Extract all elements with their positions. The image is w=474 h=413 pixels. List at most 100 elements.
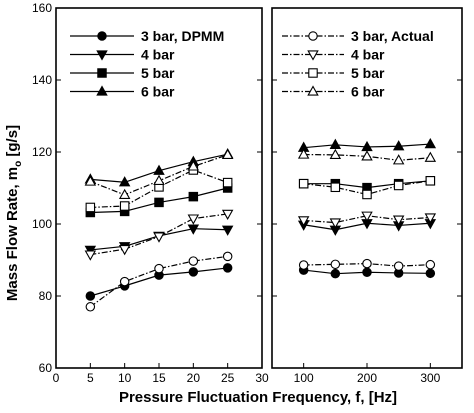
y-axis-title-main: Mass Flow Rate, m: [4, 167, 21, 301]
legend-label: 3 bar, Actual: [351, 28, 434, 44]
right-panel-legend: 3 bar, Actual 4 bar 5 bar 6 bar: [282, 28, 434, 100]
right-panel-series-6: [297, 211, 437, 229]
left-panel-x-tick-label: 25: [221, 371, 235, 385]
left-panel-data-point: [222, 263, 233, 273]
right-panel-data-point: [330, 268, 341, 279]
right-panel-data-point: [393, 180, 404, 191]
left-panel-x-tick-label: 10: [118, 371, 132, 385]
axis-ticks: 0 5 10 15 20 25 30 60 80 100 120 140 160 100 200 300: [32, 1, 462, 385]
y-tick-label: 60: [39, 361, 53, 375]
left-panel-data-point: [84, 250, 97, 261]
legend-label: 5 bar: [351, 65, 385, 81]
right-panel-data-point: [329, 138, 342, 149]
right-panel-series-4: [297, 137, 437, 152]
left-panel-x-tick-label: 5: [87, 371, 94, 385]
left-panel-data-point: [85, 291, 96, 301]
legend-label: 6 bar: [351, 84, 385, 100]
legend-marker: [97, 31, 107, 41]
right-panel-data-point: [297, 216, 310, 227]
legend-marker: [96, 50, 108, 61]
right-panel-data-point: [330, 182, 341, 193]
legend-entry-5-bar: 5 bar: [70, 65, 175, 81]
right-panel-series-5: [298, 258, 436, 271]
right-panel-x-tick-label: 100: [294, 371, 314, 385]
right-panel-data-point: [424, 151, 437, 162]
y-tick-label: 80: [39, 289, 53, 303]
left-panel-data-point: [118, 245, 131, 256]
legend-entry-6-bar: 6 bar: [70, 84, 175, 100]
legend-entry-4-bar: 4 bar: [70, 47, 175, 63]
left-panel-data-point: [153, 174, 165, 185]
left-panel-x-tick-label: 0: [53, 371, 60, 385]
right-panel-data-point: [425, 268, 436, 279]
legend-entry-5-bar: 5 bar: [282, 65, 385, 81]
left-panel-data-point: [119, 276, 130, 287]
right-panel-data-point: [361, 211, 373, 222]
left-panel-data-point: [118, 176, 131, 187]
legend-label: 4 bar: [351, 47, 385, 63]
legend-label: 4 bar: [141, 47, 175, 63]
y-axis-title-unit: [g/s]: [4, 125, 21, 161]
left-panel-data-point: [153, 164, 165, 175]
right-panel-data-point: [362, 267, 372, 277]
right-panel-data-point: [330, 259, 341, 270]
legend-label: 3 bar, DPMM: [141, 28, 224, 44]
right-panel-x-tick-label: 300: [420, 371, 440, 385]
right-panel-data-point: [362, 189, 372, 200]
left-panel-data-point: [85, 302, 96, 312]
left-panel-data-point: [221, 209, 234, 221]
left-panel-data-point: [187, 224, 200, 235]
left-panel-data-point: [187, 214, 200, 225]
right-panel-series-8: [297, 148, 437, 165]
left-panel-data-point: [85, 202, 96, 213]
right-panel-data-point: [298, 260, 309, 270]
x-axis-title: Pressure Fluctuation Frequency, f, [Hz]: [119, 389, 397, 406]
left-panel-data-point: [222, 177, 233, 188]
y-tick-label: 140: [32, 73, 52, 87]
right-panel-series-3: [298, 176, 436, 193]
left-panel-data-point: [221, 148, 234, 160]
legend-marker: [307, 85, 319, 96]
left-panel-data-point: [221, 225, 234, 236]
legend-entry-3-bar-actual: 3 bar, Actual: [282, 28, 434, 44]
right-panel-data-point: [362, 258, 372, 269]
right-panel-data-point: [392, 215, 405, 226]
legend-entry-4-bar: 4 bar: [282, 47, 385, 63]
right-panel-data-point: [425, 176, 436, 186]
right-panel-data-point: [361, 150, 373, 161]
left-panel-data-point: [188, 267, 199, 277]
legend-marker: [96, 85, 108, 96]
legend-marker: [97, 68, 107, 78]
right-panel-data-point: [329, 218, 342, 229]
y-tick-label: 160: [32, 1, 52, 15]
left-panel-data-point: [84, 175, 97, 186]
left-panel-data-point: [187, 160, 200, 171]
right-panel-data-point: [424, 213, 437, 224]
right-panel-data-point: [298, 178, 309, 189]
y-tick-label: 120: [32, 145, 52, 159]
left-panel-series-6: [84, 209, 234, 261]
legends: 3 bar, DPMM 4 bar 5 bar 6 bar 3 bar, Actual 4…: [70, 28, 434, 100]
left-panel-series-line: [89, 255, 228, 308]
right-panel-series-line: [303, 215, 431, 224]
left-panel-data-point: [154, 197, 164, 208]
left-panel-data-point: [222, 251, 233, 262]
legend-marker: [307, 50, 319, 61]
left-panel-data-point: [188, 191, 199, 202]
legend-label: 6 bar: [141, 84, 175, 100]
y-axis-title: Mass Flow Rate, mo [g/s]: [4, 125, 24, 301]
left-panel-data-point: [154, 263, 164, 274]
left-panel-x-tick-label: 15: [152, 371, 166, 385]
left-panel-series-3: [85, 183, 233, 218]
legend-marker: [308, 68, 318, 78]
right-panel-data-point: [392, 154, 405, 165]
right-panel-data-point: [329, 148, 342, 160]
left-panel-data-point: [119, 201, 130, 211]
data-series: [84, 137, 437, 312]
left-panel-data-point: [118, 188, 131, 199]
right-panel-data-point: [393, 261, 404, 271]
right-panel-data-point: [424, 137, 437, 149]
left-panel-data-point: [153, 232, 165, 243]
legend-entry-3-bar-dpmm: 3 bar, DPMM: [70, 28, 224, 44]
